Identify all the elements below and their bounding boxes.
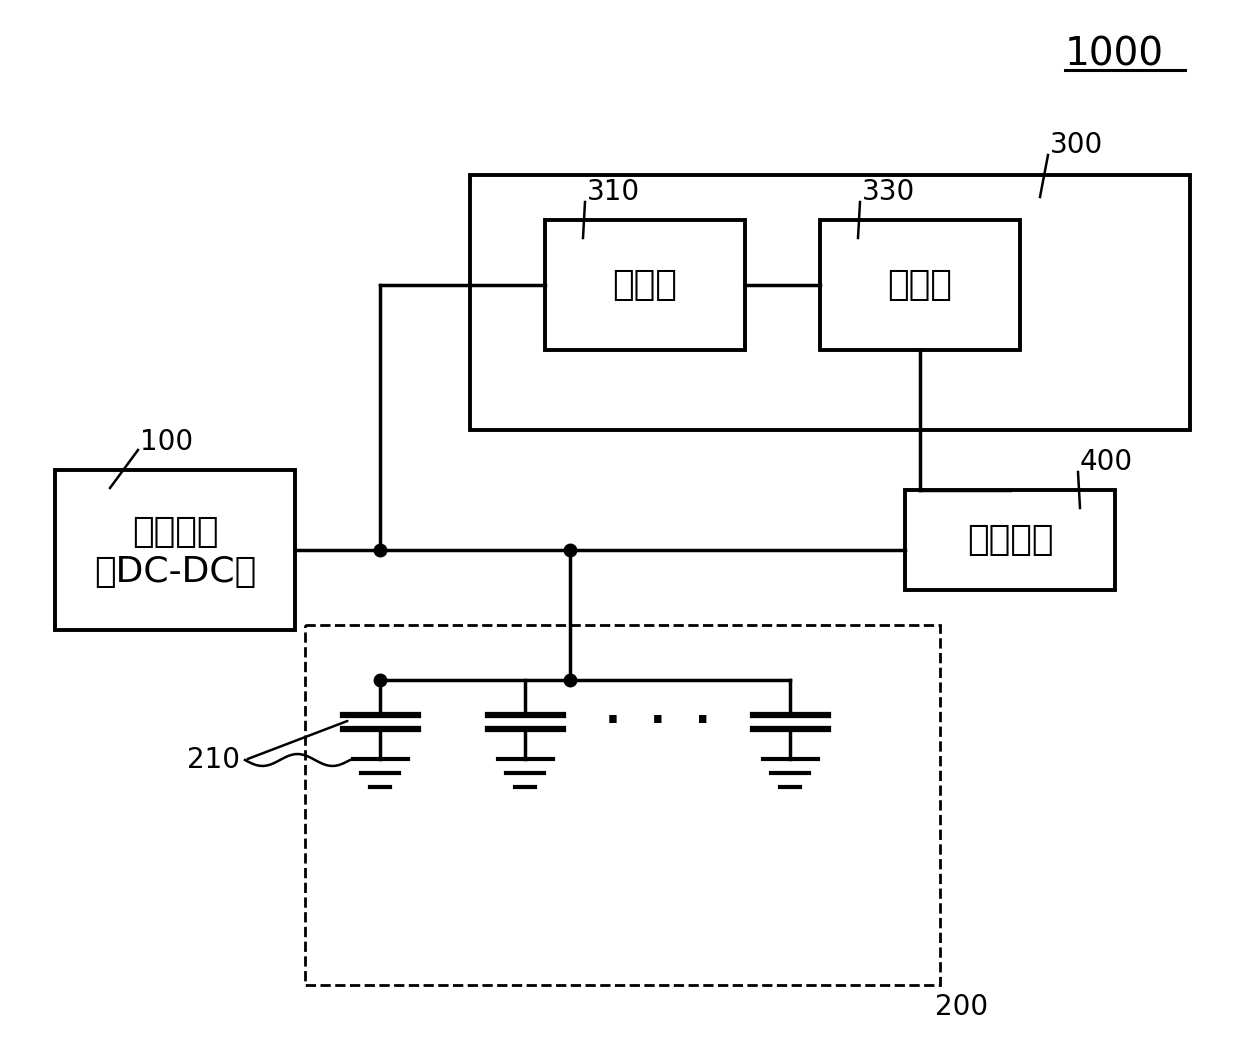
Text: 确定器: 确定器 [888,268,952,302]
Text: 测量器: 测量器 [613,268,677,302]
Text: 310: 310 [587,178,640,206]
Text: 控制电路: 控制电路 [967,523,1053,557]
Text: 1000: 1000 [1065,36,1164,74]
Text: 充电电路: 充电电路 [131,515,218,549]
Text: 100: 100 [140,428,193,456]
Text: 200: 200 [935,993,988,1021]
Text: 330: 330 [862,178,915,206]
Text: ·  ·  ·: · · · [605,701,711,743]
Text: （DC-DC）: （DC-DC） [94,555,257,589]
Text: 210: 210 [187,746,241,775]
Text: 300: 300 [1050,131,1104,159]
Text: 400: 400 [1080,448,1133,476]
